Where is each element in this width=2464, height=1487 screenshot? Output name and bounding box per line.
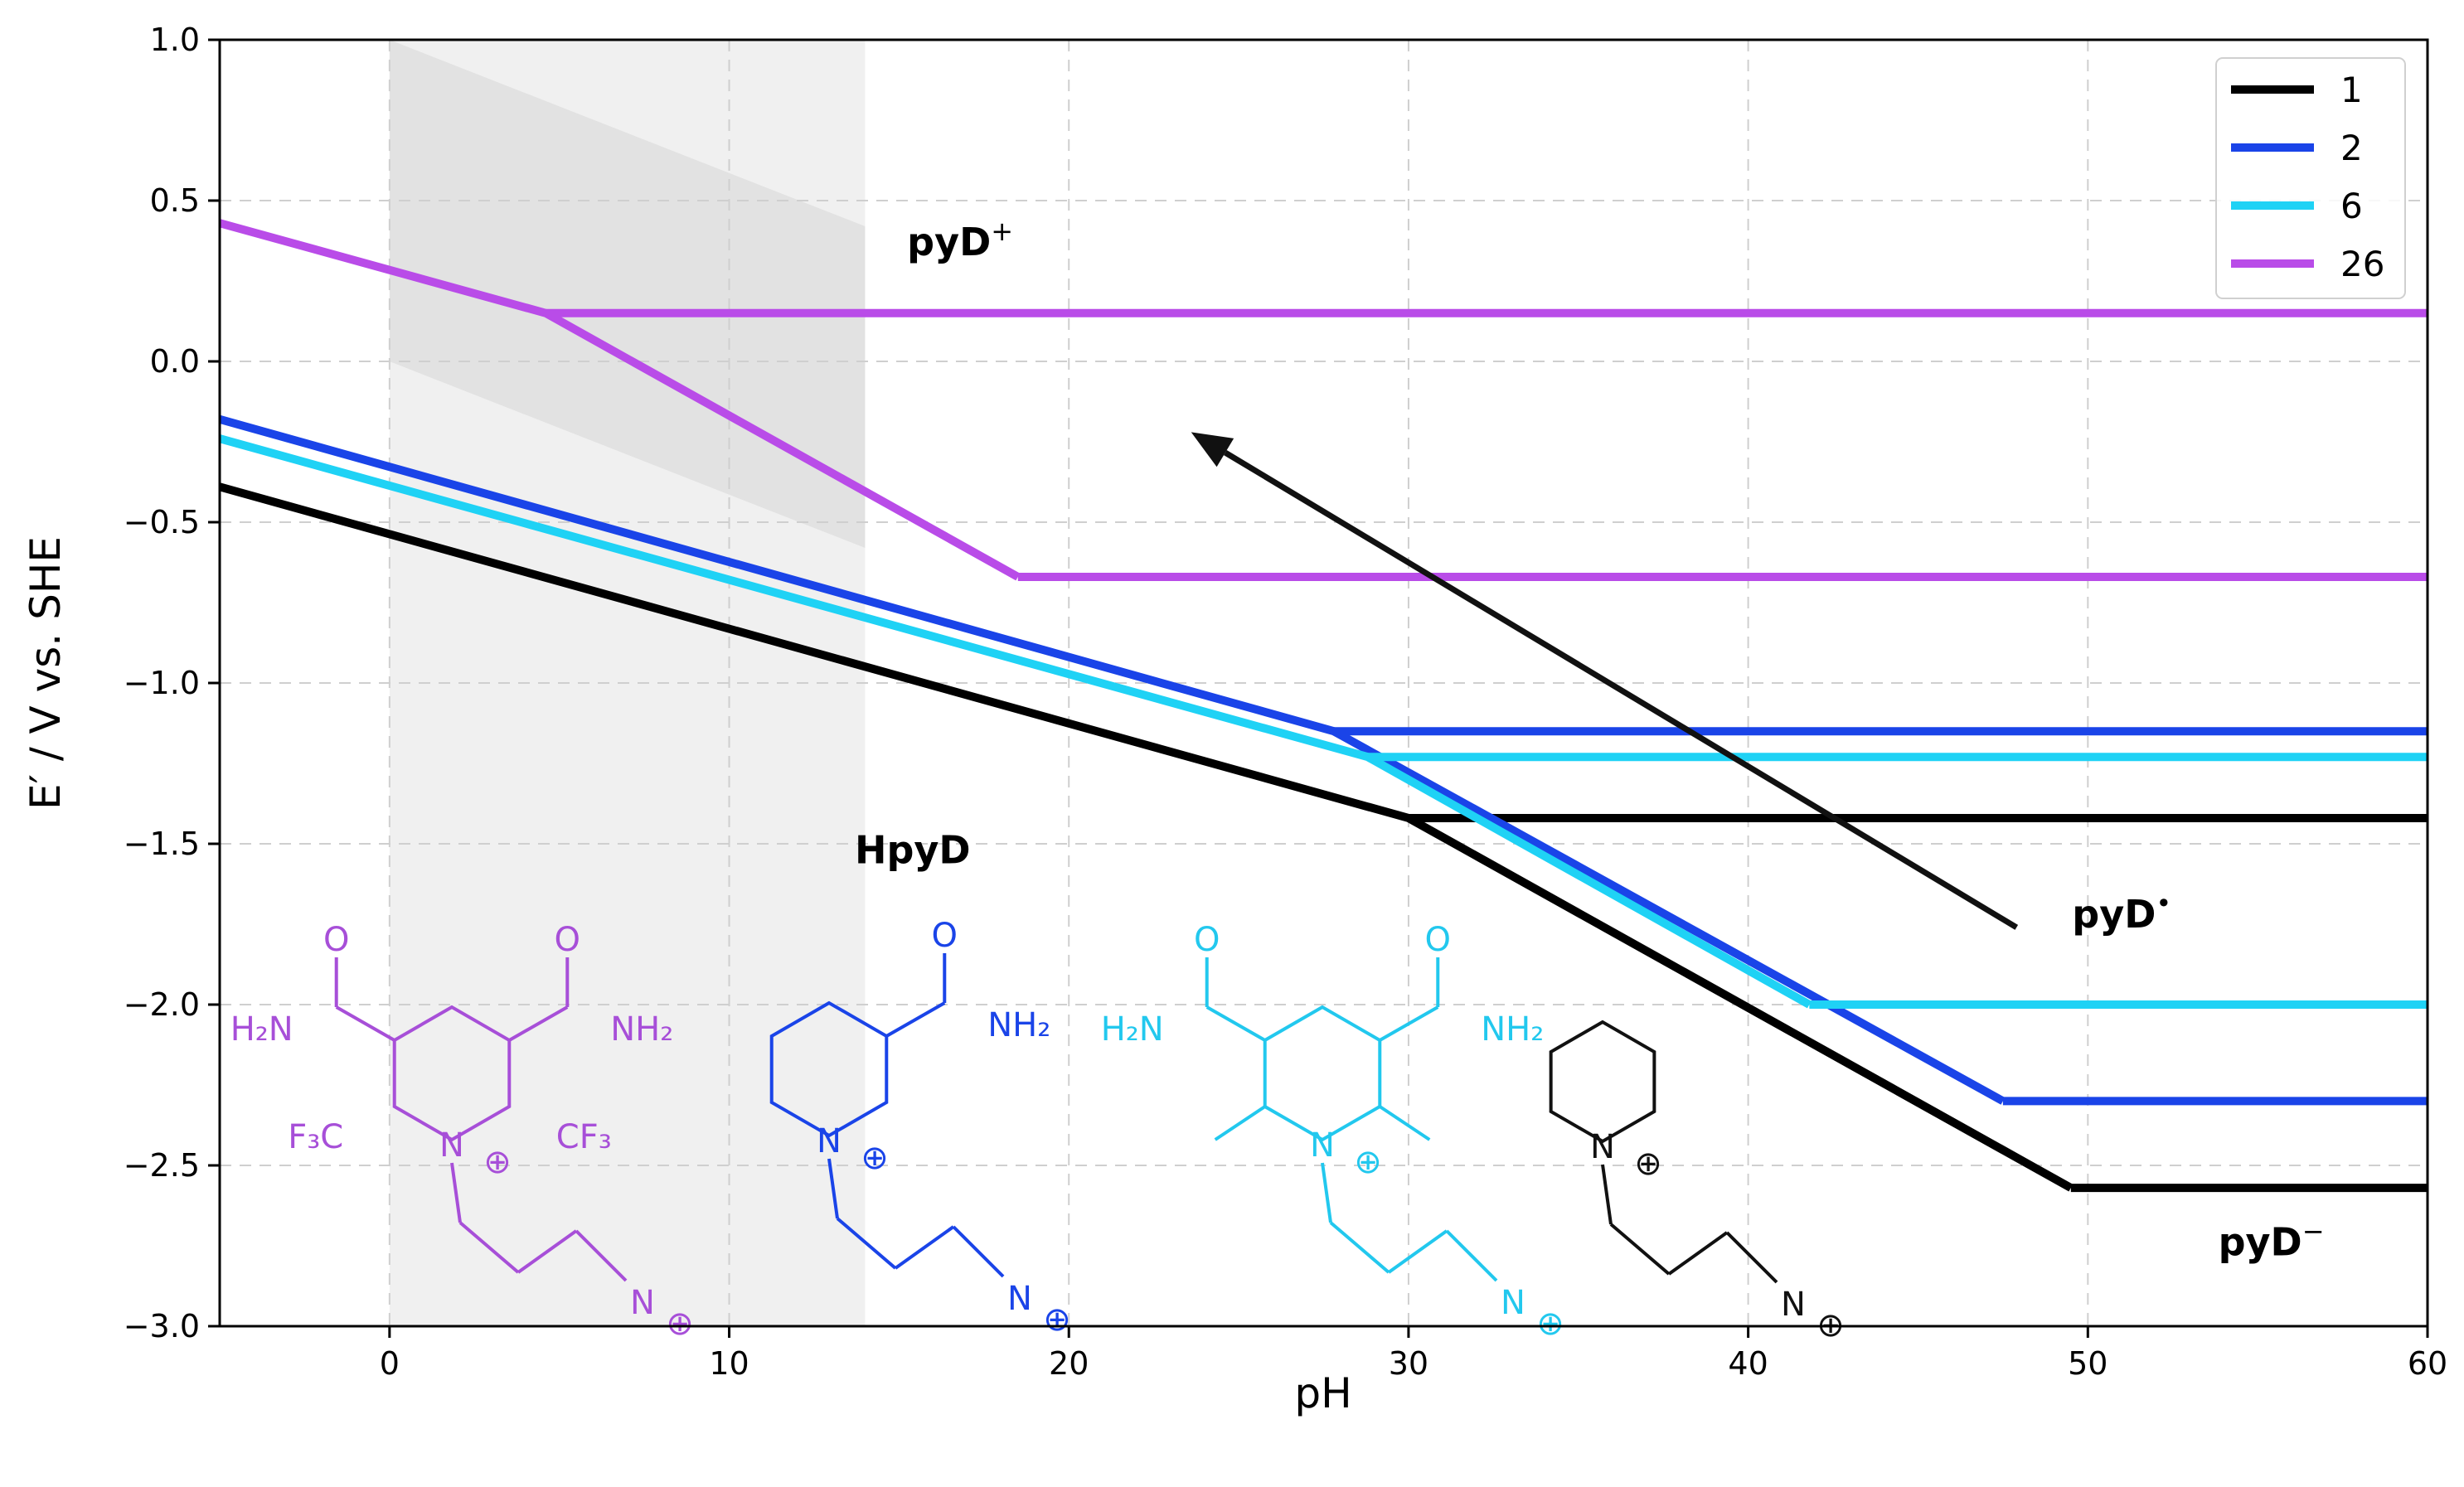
region-label: pyD−	[2219, 1216, 2325, 1265]
y-tick-label: −2.5	[124, 1147, 200, 1184]
bond	[1321, 1162, 1332, 1223]
bond	[1667, 1231, 1729, 1276]
y-tick-label: −1.5	[124, 826, 200, 862]
region-label: HpyD	[855, 827, 971, 872]
atom-label: O	[1425, 921, 1451, 959]
bond	[1609, 1223, 1671, 1276]
atom-label: N	[817, 1122, 842, 1160]
x-tick-label: 30	[1389, 1345, 1428, 1382]
bond	[458, 1221, 520, 1274]
atom-label: ⊕	[483, 1143, 512, 1181]
ring	[769, 1000, 889, 1138]
bond	[952, 1225, 1005, 1278]
atom-label: N	[1781, 1286, 1806, 1324]
atom-label: N	[439, 1126, 464, 1165]
trend-arrow	[1191, 432, 2019, 930]
structure-2: O NH₂ N ⊕ N ⊕	[769, 917, 1071, 1339]
atom-label: NH₂	[987, 1006, 1050, 1044]
atom-label: N	[1590, 1128, 1615, 1166]
atom-label: NH₂	[1481, 1010, 1544, 1049]
region-label-main: pyD	[2072, 892, 2156, 937]
bond	[1214, 1105, 1266, 1141]
bond	[1329, 1221, 1390, 1274]
series-group	[218, 219, 2428, 1193]
x-tick-label: 0	[380, 1345, 400, 1382]
bond	[508, 1005, 569, 1042]
legend-label: 26	[2340, 244, 2384, 284]
bond	[1601, 1164, 1613, 1225]
region-label-main: HpyD	[855, 827, 971, 872]
region-label-main: pyD	[907, 220, 991, 264]
atom-label: N	[630, 1284, 655, 1322]
bond	[1205, 1005, 1266, 1042]
y-tick-label: 0.5	[150, 182, 200, 219]
legend-box	[2215, 57, 2406, 299]
region-label: pyD•	[2072, 888, 2171, 937]
region-label: pyD+	[907, 216, 1013, 264]
atom-label: N	[1007, 1280, 1032, 1318]
legend-label: 6	[2340, 186, 2363, 226]
bond	[1387, 1229, 1448, 1274]
ring	[1549, 1020, 1656, 1144]
atom-label: NH₂	[610, 1010, 673, 1049]
y-tick-label: −1.0	[124, 665, 200, 701]
arrow-head	[1191, 432, 1234, 467]
legend-label: 1	[2340, 70, 2363, 110]
x-tick-label: 10	[709, 1345, 749, 1382]
atom-label: O	[323, 921, 349, 959]
region-label-main: pyD	[2219, 1220, 2302, 1265]
structure-3: O H₂N O NH₂ N ⊕ N ⊕	[1101, 921, 1564, 1343]
x-tick-label: 50	[2068, 1345, 2107, 1382]
atom-label: F₃C	[288, 1118, 343, 1156]
region-label-superscript: •	[2156, 888, 2171, 919]
y-tick-label: −3.0	[124, 1308, 200, 1344]
bond	[517, 1229, 578, 1274]
atom-label: O	[555, 921, 580, 959]
x-tick-label: 20	[1049, 1345, 1089, 1382]
x-axis-label: pH	[1294, 1369, 1351, 1417]
structure-1: O H₂N O NH₂ F₃C CF₃ N ⊕ N ⊕	[230, 921, 694, 1343]
axes: 0 10 20 30 40 50 601.00.50.0−0.5−1.0−1.5−2.0−2…	[124, 22, 2447, 1382]
ring	[1263, 1005, 1382, 1142]
atom-label: ⊕	[1043, 1301, 1071, 1339]
bond	[1379, 1005, 1439, 1042]
atom-label: CF₃	[556, 1118, 612, 1156]
atom-label: N	[1310, 1126, 1335, 1165]
atom-label: ⊕	[1634, 1145, 1662, 1183]
atom-label: H₂N	[1101, 1010, 1164, 1049]
y-tick-label: 1.0	[150, 22, 200, 58]
bond	[575, 1229, 628, 1282]
bond	[836, 1217, 897, 1270]
legend-label: 2	[2340, 128, 2363, 168]
arrow-shaft	[1224, 450, 2019, 930]
bond	[827, 1158, 839, 1219]
y-tick-label: 0.0	[150, 343, 200, 380]
atom-label: ⊕	[1536, 1305, 1564, 1343]
atom-label: O	[1194, 921, 1220, 959]
atom-label: N	[1501, 1284, 1525, 1322]
atom-label: ⊕	[1354, 1143, 1382, 1181]
y-tick-label: −2.0	[124, 986, 200, 1023]
bond	[885, 1001, 946, 1038]
y-axis-label: E′ / V vs. SHE	[22, 536, 70, 810]
y-tick-label: −0.5	[124, 504, 200, 540]
atom-label: H₂N	[230, 1010, 293, 1049]
bond	[335, 1005, 395, 1042]
region-label-superscript: −	[2302, 1216, 2325, 1247]
x-tick-label: 40	[1728, 1345, 1768, 1382]
bond	[1445, 1229, 1498, 1282]
atom-label: ⊕	[861, 1139, 889, 1177]
bond	[1725, 1231, 1778, 1284]
bond	[1379, 1105, 1431, 1141]
region-label-superscript: +	[991, 216, 1013, 247]
bond	[450, 1162, 462, 1223]
atom-label: ⊕	[666, 1305, 694, 1343]
x-tick-label: 60	[2408, 1345, 2447, 1382]
atom-label: O	[932, 917, 958, 955]
structure-4: N ⊕N⊕	[1549, 1020, 1845, 1344]
bond	[894, 1225, 955, 1270]
